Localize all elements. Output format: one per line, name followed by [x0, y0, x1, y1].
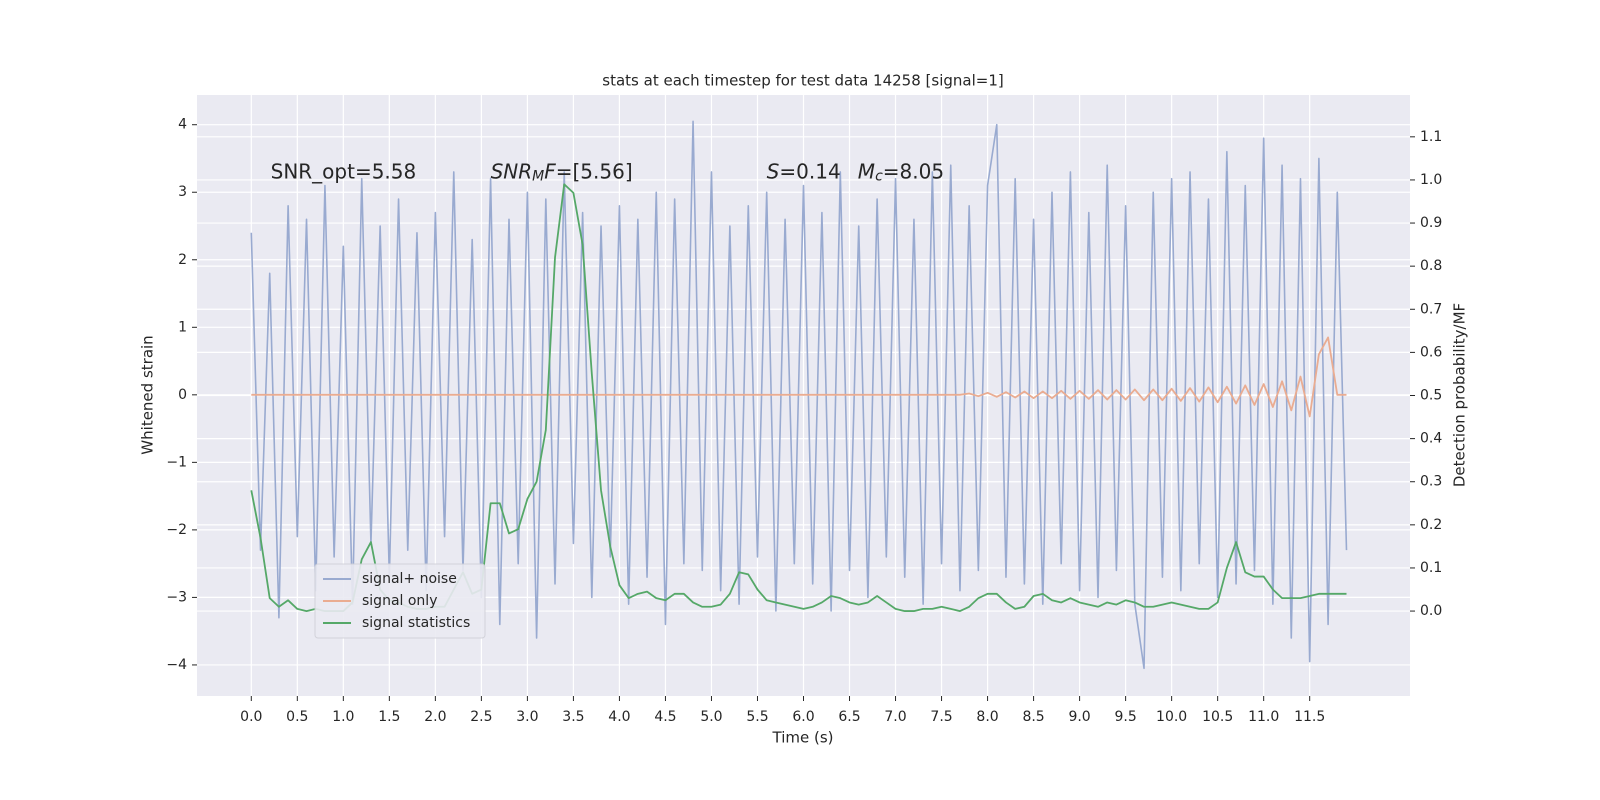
annotation-part: SNR	[491, 159, 533, 183]
y2-tick-label: 0.7	[1420, 301, 1442, 317]
annotation-part: M	[532, 168, 544, 184]
y2-tick-label: 0.1	[1420, 560, 1442, 576]
annotation-part: =8.05	[883, 159, 944, 183]
x-tick-label: 0.0	[240, 709, 262, 725]
x-tick-label: 7.0	[884, 709, 906, 725]
annotation: SNRMF=[5.56]	[491, 159, 633, 184]
chart-title: stats at each timestep for test data 142…	[602, 72, 1003, 90]
y2-tick-label: 0.6	[1420, 344, 1442, 360]
y2-tick-label: 0.8	[1420, 258, 1442, 274]
x-tick-label: 3.0	[516, 709, 538, 725]
x-tick-label: 10.5	[1202, 709, 1233, 725]
legend-label: signal statistics	[362, 615, 470, 631]
y2-axis-label: Detection probability/MF	[1451, 303, 1469, 487]
x-tick-label: 2.0	[424, 709, 446, 725]
x-tick-label: 4.5	[654, 709, 676, 725]
y2-tick-label: 0.4	[1420, 431, 1442, 447]
legend: signal+ noise signal only signal statistic…	[314, 563, 486, 639]
y-tick-label: 1	[178, 319, 187, 335]
y2-tick-label: 0.9	[1420, 215, 1442, 231]
y2-tick-label: 1.0	[1420, 172, 1442, 188]
annotation: Mc=8.05	[858, 159, 944, 184]
x-tick-label: 0.5	[286, 709, 308, 725]
x-tick-label: 11.5	[1294, 709, 1325, 725]
series-line	[250, 120, 1348, 670]
x-tick-label: 8.0	[976, 709, 998, 725]
annotation-part: =0.14	[779, 159, 840, 183]
y-tick-label: 3	[178, 184, 187, 200]
legend-label: signal+ noise	[362, 571, 457, 587]
y2-tick-label: 0.0	[1420, 603, 1442, 619]
y-tick-label: 2	[178, 252, 187, 268]
y2-tick-label: 0.2	[1420, 517, 1442, 533]
y-tick-label: −3	[166, 589, 187, 605]
y-tick-label: −1	[166, 454, 187, 470]
annotation-part: SNR_opt=5.58	[271, 159, 417, 183]
legend-label: signal only	[362, 593, 437, 609]
x-tick-label: 9.5	[1114, 709, 1136, 725]
x-tick-label: 9.0	[1068, 709, 1090, 725]
x-tick-label: 10.0	[1156, 709, 1187, 725]
y-tick-label: 0	[178, 387, 187, 403]
x-tick-label: 7.5	[930, 709, 952, 725]
annotation: SNR_opt=5.58	[271, 159, 417, 183]
annotation-part: S	[767, 159, 780, 183]
x-tick-label: 6.5	[838, 709, 860, 725]
x-tick-label: 4.0	[608, 709, 630, 725]
x-tick-label: 1.0	[332, 709, 354, 725]
x-tick-label: 2.5	[470, 709, 492, 725]
x-tick-label: 11.0	[1248, 709, 1279, 725]
legend-box	[314, 563, 486, 639]
y2-tick-label: 0.5	[1420, 388, 1442, 404]
x-tick-label: 1.5	[378, 709, 400, 725]
y-tick-label: −4	[166, 657, 187, 673]
x-axis-label: Time (s)	[772, 729, 834, 747]
y-axis-label: Whitened strain	[139, 335, 157, 454]
series-line	[251, 336, 1347, 418]
annotation-part: M	[858, 159, 875, 183]
y2-tick-label: 1.1	[1420, 129, 1442, 145]
y-tick-label: 4	[178, 117, 187, 133]
annotation-part: F	[544, 159, 556, 183]
x-tick-label: 5.5	[746, 709, 768, 725]
x-tick-label: 8.5	[1022, 709, 1044, 725]
y2-tick-label: 0.3	[1420, 474, 1442, 490]
x-tick-label: 5.0	[700, 709, 722, 725]
x-tick-label: 6.0	[792, 709, 814, 725]
annotation-part: c	[875, 168, 883, 184]
y-tick-label: −2	[166, 522, 187, 538]
annotation-part: =[5.56]	[556, 159, 633, 183]
x-tick-label: 3.5	[562, 709, 584, 725]
annotation: S=0.14	[767, 159, 841, 183]
